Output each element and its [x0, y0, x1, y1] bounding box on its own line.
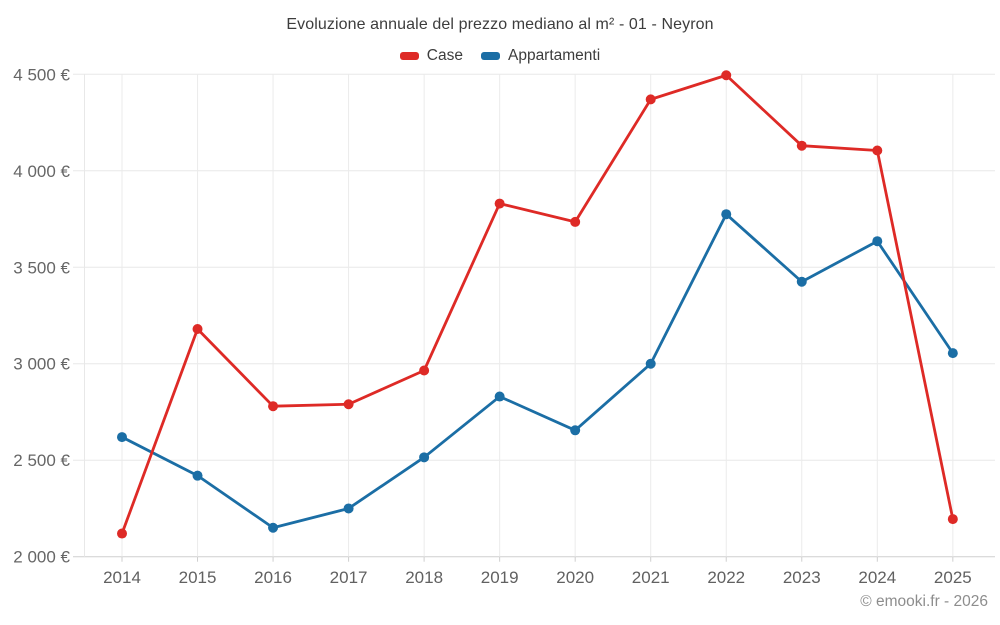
data-point-appartamenti-2017 — [343, 503, 354, 514]
data-point-case-2015 — [192, 324, 203, 335]
x-axis-label: 2014 — [103, 568, 141, 587]
x-axis-label: 2015 — [179, 568, 217, 587]
x-axis-label: 2020 — [556, 568, 594, 587]
chart-legend: Case Appartamenti — [0, 47, 1000, 65]
series-line-appartamenti — [120, 212, 955, 530]
x-axis-label: 2021 — [632, 568, 670, 587]
legend-label-appartamenti: Appartamenti — [507, 47, 601, 64]
x-axis-label: 2018 — [405, 568, 443, 587]
y-axis-label: 2 500 € — [13, 451, 70, 470]
copyright-footer: © emooki.fr - 2026 — [860, 593, 988, 610]
data-point-appartamenti-2015 — [192, 470, 203, 481]
chart-title: Evoluzione annuale del prezzo mediano al… — [286, 16, 714, 33]
y-axis-label: 4 000 € — [13, 162, 70, 181]
data-point-case-2020 — [570, 216, 581, 227]
data-point-appartamenti-2025 — [947, 348, 958, 359]
data-point-case-2023 — [796, 140, 807, 151]
x-axis-label: 2025 — [934, 568, 972, 587]
data-point-case-2022 — [721, 70, 732, 81]
data-point-case-2014 — [117, 528, 127, 539]
legend-swatch-case-icon — [399, 52, 419, 60]
data-point-appartamenti-2016 — [268, 522, 279, 533]
y-axis-label: 3 000 € — [13, 355, 70, 374]
data-point-case-2025 — [947, 514, 958, 525]
y-axis-label: 4 500 € — [13, 65, 70, 84]
x-axis-label: 2019 — [481, 568, 519, 587]
y-axis-label: 3 500 € — [13, 258, 70, 277]
data-point-case-2024 — [872, 145, 883, 156]
x-axis-label: 2024 — [858, 568, 896, 587]
legend-swatch-appartamenti-icon — [480, 52, 500, 60]
y-axis-label: 2 000 € — [13, 548, 70, 567]
data-point-appartamenti-2014 — [117, 432, 127, 443]
data-point-case-2021 — [645, 94, 656, 105]
data-point-appartamenti-2018 — [419, 452, 430, 463]
data-point-case-2017 — [343, 399, 354, 410]
x-axis-label: 2016 — [254, 568, 292, 587]
legend-item-appartamenti: Appartamenti — [480, 47, 601, 65]
x-axis-label: 2017 — [330, 568, 368, 587]
x-axis-label: 2023 — [783, 568, 821, 587]
data-point-case-2019 — [494, 198, 505, 209]
data-point-appartamenti-2019 — [494, 391, 505, 402]
legend-item-case: Case — [399, 47, 463, 65]
data-point-case-2016 — [268, 401, 279, 412]
legend-label-case: Case — [426, 47, 463, 64]
data-point-appartamenti-2022 — [721, 209, 732, 220]
data-point-appartamenti-2020 — [570, 425, 581, 436]
data-point-appartamenti-2024 — [872, 236, 883, 247]
data-point-case-2018 — [419, 365, 430, 376]
x-axis-label: 2022 — [707, 568, 745, 587]
data-point-appartamenti-2021 — [645, 358, 656, 369]
series-line-case — [120, 73, 955, 535]
data-point-appartamenti-2023 — [796, 276, 807, 287]
